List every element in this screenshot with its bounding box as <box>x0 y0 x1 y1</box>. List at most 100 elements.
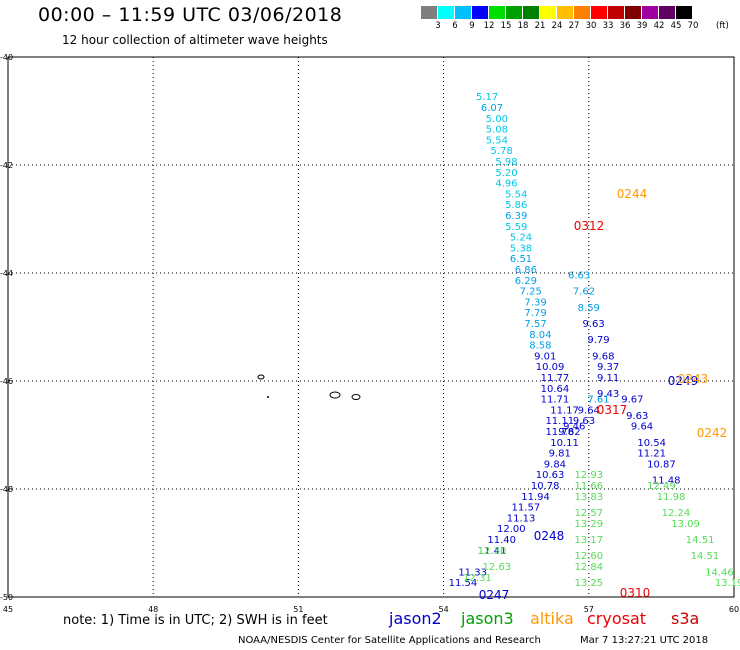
wave-height-value: 9.79 <box>587 335 609 346</box>
pass-time-label: 0244 <box>617 187 648 201</box>
pass-time-label: 0248 <box>534 529 565 543</box>
wave-height-value: 5.54 <box>486 135 508 146</box>
legend-swatch <box>574 6 591 19</box>
wave-height-value: 11.41 <box>478 546 507 557</box>
wave-height-value: 11.78 <box>545 427 574 438</box>
legend-label: 70 <box>687 21 699 31</box>
footer-timestamp: Mar 7 13:27:21 UTC 2018 <box>580 635 709 646</box>
wave-height-value: 9.46 <box>563 422 585 433</box>
wave-height-value: 6.29 <box>515 276 537 287</box>
lon-tick-label: 48 <box>148 605 158 614</box>
legend-label: 39 <box>636 21 648 31</box>
wave-height-value: 5.00 <box>486 114 508 125</box>
pass-time-label: 0310 <box>620 586 651 600</box>
legend-label: 42 <box>653 21 665 31</box>
wave-height-value: 13.09 <box>671 519 700 530</box>
island-outline <box>329 391 341 399</box>
wave-height-value: 7.57 <box>524 319 546 330</box>
wave-height-value: 7.62 <box>573 287 595 298</box>
lon-tick-label: 54 <box>439 605 449 614</box>
wave-height-value: 5.17 <box>476 92 498 103</box>
wave-height-value: 13.17 <box>574 535 603 546</box>
wave-height-value: 5.38 <box>510 243 532 254</box>
wave-height-value: 11.57 <box>512 503 541 514</box>
wave-height-value: 12.60 <box>574 551 603 562</box>
wave-height-value: 11.21 <box>637 449 666 460</box>
wave-height-value: 7.79 <box>524 308 546 319</box>
legend-label: 24 <box>551 21 563 31</box>
pass-time-label: 0317 <box>597 403 628 417</box>
legend-jason3: jason3 <box>461 609 514 628</box>
legend-swatch <box>438 6 455 19</box>
wave-height-value: 7.39 <box>524 297 546 308</box>
legend-swatch <box>625 6 642 19</box>
legend-label: 9 <box>469 21 475 31</box>
legend-swatch <box>489 6 506 19</box>
wave-height-value: 6.63 <box>568 270 590 281</box>
legend-label: 36 <box>619 21 631 31</box>
pass-time-label: 0242 <box>697 426 728 440</box>
legend-label: 3 <box>435 21 441 31</box>
wave-height-value: 10.11 <box>550 438 579 449</box>
wave-height-value: 9.63 <box>583 319 605 330</box>
wave-height-value: 6.86 <box>515 265 537 276</box>
wave-height-value: 11.17 <box>550 405 579 416</box>
lat-tick-label: -48 <box>0 485 13 494</box>
wave-height-value: 5.54 <box>505 189 527 200</box>
wave-height-value: 14.51 <box>691 551 720 562</box>
legend-swatch <box>421 6 438 19</box>
legend-label: 27 <box>568 21 580 31</box>
island-outline <box>351 394 361 400</box>
legend-label: 33 <box>602 21 614 31</box>
legend-labels: 3 6 9 12 15 18 21 24 27 30 33 36 39 42 45 70 <box>421 21 740 33</box>
wave-height-value: 11.48 <box>652 476 681 487</box>
wave-height-value: 11.11 <box>545 416 574 427</box>
legend-swatch <box>540 6 557 19</box>
lat-tick-label: -46 <box>0 377 13 386</box>
legend-swatch <box>472 6 489 19</box>
wave-height-value: 4.96 <box>495 179 517 190</box>
pass-time-label: 0312 <box>574 219 605 233</box>
lat-tick-label: -40 <box>0 53 13 62</box>
pass-time-label: 0249 <box>668 374 699 388</box>
wave-height-value: 8.58 <box>529 341 551 352</box>
island-outline <box>257 374 265 380</box>
wave-height-value: 11.40 <box>487 535 516 546</box>
wave-height-value: 9.11 <box>597 373 619 384</box>
wave-height-value: 5.98 <box>495 157 517 168</box>
wave-height-value: 5.78 <box>491 146 513 157</box>
wave-height-value: 11.94 <box>521 492 550 503</box>
wave-height-value: 5.86 <box>505 200 527 211</box>
legend-jason2: jason2 <box>389 609 442 628</box>
wave-height-value: 10.78 <box>531 481 560 492</box>
lon-tick-label: 51 <box>293 605 303 614</box>
wave-height-value: 13.25 <box>574 578 603 589</box>
wave-height-value: 9.63 <box>626 411 648 422</box>
legend-swatch <box>455 6 472 19</box>
wave-height-value: 12.84 <box>574 562 603 573</box>
wave-height-value: 14.46 <box>705 567 734 578</box>
wave-height-value: 11.66 <box>574 481 603 492</box>
map-subtitle: 12 hour collection of altimeter wave hei… <box>62 33 328 47</box>
wave-height-value: 12.30 <box>478 546 507 557</box>
legend-swatch <box>591 6 608 19</box>
wave-height-value: 7.61 <box>587 395 609 406</box>
wave-height-value: 11.77 <box>541 373 570 384</box>
lat-tick-label: -50 <box>0 593 13 602</box>
wave-height-value: 10.64 <box>541 384 570 395</box>
legend-swatch <box>659 6 676 19</box>
wave-height-value: 12.00 <box>497 524 526 535</box>
lon-tick-label: 57 <box>584 605 594 614</box>
wave-height-value: 11.71 <box>541 395 570 406</box>
legend-swatch <box>642 6 659 19</box>
island-outline <box>267 396 269 398</box>
legend-swatch <box>557 6 574 19</box>
legend-label: 18 <box>517 21 529 31</box>
wave-height-value: 9.62 <box>558 427 580 438</box>
wave-height-value: 14.51 <box>686 535 715 546</box>
wave-height-value: 11.33 <box>458 567 487 578</box>
wave-height-value: 9.81 <box>549 449 571 460</box>
pass-time-label: 0247 <box>479 588 510 602</box>
wave-height-value: 12.57 <box>574 508 603 519</box>
